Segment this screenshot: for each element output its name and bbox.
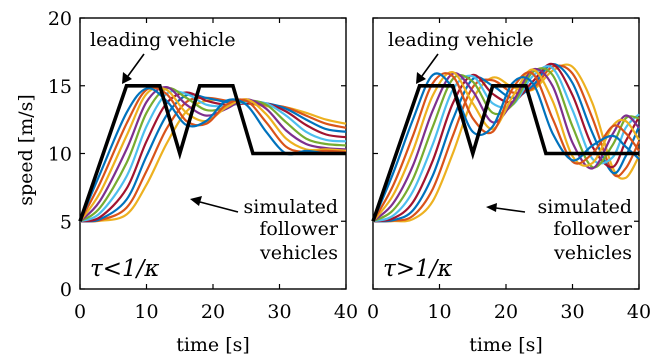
right-follower-annotation-line1: simulated xyxy=(537,196,632,218)
left-leader-line xyxy=(78,84,346,222)
right-x-axis-label: time [s] xyxy=(469,334,543,355)
left-xticks: 0 10 20 30 40 xyxy=(74,18,358,323)
left-xtick-label: 10 xyxy=(134,301,158,323)
left-follower-annotation-line1: simulated xyxy=(243,196,338,218)
left-xtick-label: 30 xyxy=(267,301,291,323)
left-plot-area: 0 5 10 15 20 0 10 20 30 40 xyxy=(48,8,358,323)
left-xtick-label: 20 xyxy=(201,301,225,323)
left-leading-vehicle-annotation: leading vehicle xyxy=(90,29,236,51)
right-follower-arrow xyxy=(486,203,526,213)
left-follower-line-1 xyxy=(78,87,347,222)
right-xtick-label: 40 xyxy=(627,301,650,323)
right-leader-line xyxy=(371,84,639,222)
left-ytick-label: 15 xyxy=(48,76,72,98)
right-follower-annotation: simulated follower vehicles xyxy=(537,196,632,264)
left-x-axis-label: time [s] xyxy=(176,334,250,355)
left-follower-line-6 xyxy=(79,89,347,223)
right-xtick-label: 20 xyxy=(494,301,518,323)
left-yticks: 0 5 10 15 20 xyxy=(48,8,346,301)
left-follower-line-8 xyxy=(79,93,347,223)
left-follower-annotation-line3: vehicles xyxy=(259,242,338,264)
left-follower-line-9 xyxy=(79,96,347,223)
left-ytick-label: 5 xyxy=(60,211,72,233)
right-plot-area: 0 10 20 30 40 xyxy=(367,17,650,323)
right-follower-lines xyxy=(371,62,641,223)
left-xtick-label: 40 xyxy=(334,301,358,323)
left-panel: 0 5 10 15 20 0 10 20 30 40 time [s] τ<1/κ leadin… xyxy=(48,8,358,355)
right-leader-line-group xyxy=(371,84,639,222)
right-follower-annotation-line2: follower xyxy=(553,218,633,240)
right-xtick-label: 30 xyxy=(560,301,584,323)
right-leader-arrow xyxy=(416,53,439,84)
left-follower-line-7 xyxy=(79,91,347,223)
left-follower-annotation-line2: follower xyxy=(259,218,339,240)
y-axis-label: speed [m/s] xyxy=(15,94,37,206)
left-ytick-label: 20 xyxy=(48,8,72,30)
left-panel-label: τ<1/κ xyxy=(90,256,159,282)
left-ytick-label: 10 xyxy=(48,144,72,166)
right-yticks xyxy=(373,17,639,290)
left-follower-arrow xyxy=(190,196,239,213)
right-follower-line-1 xyxy=(371,72,640,222)
right-xtick-label: 0 xyxy=(367,301,379,323)
left-follower-annotation: simulated follower vehicles xyxy=(243,196,338,264)
right-panel: 0 10 20 30 40 time [s] τ>1/κ leading vehicle… xyxy=(367,17,650,355)
left-ytick-label: 0 xyxy=(60,279,72,301)
right-panel-label: τ>1/κ xyxy=(383,256,452,282)
left-leader-line-group xyxy=(78,84,346,222)
right-follower-line-4 xyxy=(372,67,640,223)
right-follower-annotation-line3: vehicles xyxy=(553,242,632,264)
right-follower-line-2 xyxy=(372,71,640,222)
right-xtick-label: 10 xyxy=(427,301,451,323)
right-xticks: 0 10 20 30 40 xyxy=(367,18,650,323)
left-leader-arrow xyxy=(122,53,145,84)
right-leading-vehicle-annotation: leading vehicle xyxy=(388,29,534,51)
left-xtick-label: 0 xyxy=(74,301,86,323)
